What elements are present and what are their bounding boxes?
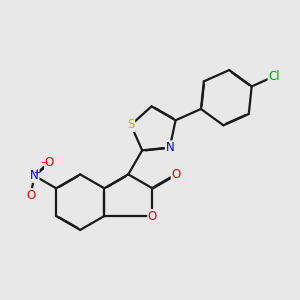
Text: Cl: Cl: [268, 70, 280, 83]
Text: −: −: [41, 158, 50, 168]
Text: N: N: [30, 169, 39, 182]
Text: O: O: [148, 209, 157, 223]
Text: O: O: [26, 189, 35, 202]
Text: N: N: [165, 141, 174, 154]
Text: O: O: [171, 168, 181, 181]
Text: O: O: [45, 156, 54, 169]
Text: +: +: [34, 168, 40, 177]
Text: S: S: [127, 118, 135, 131]
